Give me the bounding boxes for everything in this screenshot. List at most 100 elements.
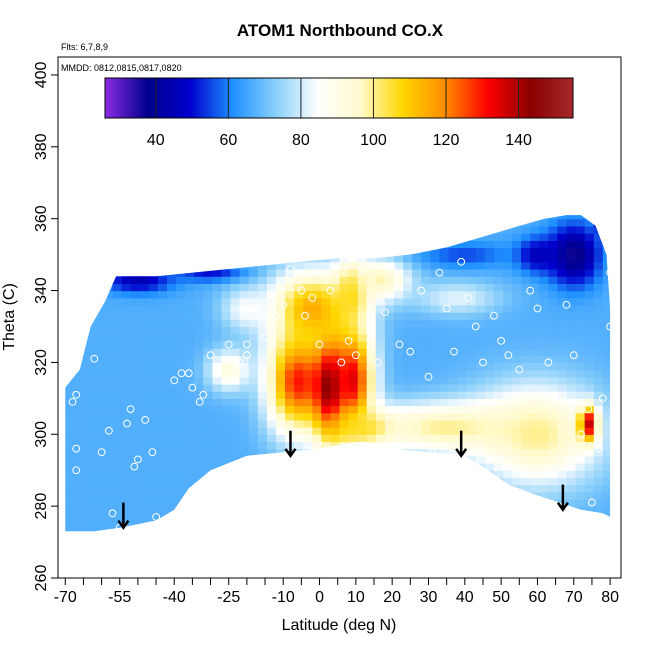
heatmap-cell <box>112 448 123 457</box>
sample-point <box>206 351 215 360</box>
heatmap-cell <box>403 369 413 378</box>
heatmap-cell <box>539 448 549 457</box>
heatmap-cell <box>185 297 195 306</box>
heatmap-cell <box>548 225 559 234</box>
heatmap-cell <box>103 333 114 342</box>
heatmap-cell <box>121 340 132 349</box>
heatmap-cell <box>103 463 114 471</box>
heatmap-cell <box>339 276 350 284</box>
heatmap-cell <box>366 412 377 421</box>
heatmap-cell <box>266 398 277 407</box>
heatmap-cell <box>85 376 95 385</box>
heatmap-cell <box>121 499 132 507</box>
sample-point <box>381 308 389 317</box>
heatmap-cell <box>139 362 150 371</box>
heatmap-cell <box>148 405 159 414</box>
heatmap-cell <box>321 391 331 399</box>
heatmap-cell <box>67 448 77 457</box>
heatmap-cell <box>466 434 477 443</box>
heatmap-cell <box>557 269 568 277</box>
heatmap-cell <box>503 225 513 234</box>
heatmap-cell <box>266 369 277 378</box>
heatmap-cell <box>493 427 504 435</box>
heatmap-cell <box>503 434 513 443</box>
heatmap-cell <box>148 304 159 313</box>
heatmap-cell <box>466 376 477 385</box>
heatmap-cell <box>539 455 549 464</box>
heatmap-cell <box>530 233 540 241</box>
heatmap-cell <box>275 427 286 435</box>
heatmap-cell <box>548 326 559 335</box>
heatmap-cell <box>167 304 177 313</box>
heatmap-cell <box>167 340 177 349</box>
heatmap-cell <box>257 448 268 457</box>
heatmap-cell <box>203 448 213 457</box>
heatmap-cell <box>103 419 114 428</box>
heatmap-cell <box>239 391 250 399</box>
heatmap-cell <box>493 362 504 371</box>
sample-point <box>148 448 157 457</box>
heatmap-cell <box>484 261 495 270</box>
heatmap-cell <box>230 405 241 414</box>
heatmap-cell <box>130 434 141 443</box>
heatmap-cell <box>566 276 577 284</box>
heatmap-cell <box>357 419 368 428</box>
heatmap-cell <box>548 470 559 478</box>
heatmap-cell <box>203 384 213 392</box>
heatmap-cell <box>357 283 368 292</box>
heatmap-cell <box>130 362 141 371</box>
sample-point <box>308 293 317 302</box>
heatmap-cell <box>330 340 341 349</box>
heatmap-cell <box>539 491 549 500</box>
heatmap-cell <box>584 441 595 450</box>
heatmap-cell <box>539 312 549 320</box>
heatmap-cell <box>266 355 277 363</box>
heatmap-cell <box>475 304 486 313</box>
heatmap-cell <box>512 448 522 457</box>
heatmap-cell <box>421 276 431 284</box>
heatmap-cell <box>94 391 104 399</box>
heatmap-cell <box>475 312 486 320</box>
heatmap-cell <box>176 369 186 378</box>
heatmap-cell <box>403 276 413 284</box>
heatmap-cell <box>430 348 440 356</box>
sample-point <box>297 286 306 295</box>
heatmap-cell <box>248 427 259 435</box>
heatmap-cell <box>539 261 549 270</box>
heatmap-cell <box>303 319 313 328</box>
heatmap-cell <box>85 340 95 349</box>
heatmap-cell <box>94 477 104 486</box>
heatmap-cell <box>230 319 241 328</box>
heatmap-cell <box>602 312 611 320</box>
heatmap-cell <box>475 355 486 363</box>
heatmap-cell <box>239 419 250 428</box>
heatmap-cell <box>584 283 595 292</box>
heatmap-cell <box>257 276 268 284</box>
heatmap-cell <box>530 463 540 471</box>
heatmap-cell <box>275 319 286 328</box>
heatmap-cell <box>121 333 132 342</box>
heatmap-cell <box>602 384 611 392</box>
heatmap-cell <box>584 470 595 478</box>
heatmap-cell <box>94 513 104 522</box>
heatmap-cell <box>557 254 568 263</box>
sample-point <box>199 390 208 399</box>
heatmap-cell <box>394 283 404 292</box>
heatmap-cell <box>103 434 114 443</box>
heatmap-cell <box>430 261 440 270</box>
heatmap-cell <box>103 376 114 385</box>
heatmap-cell <box>167 290 177 299</box>
heatmap-cell <box>176 326 186 335</box>
heatmap-cell <box>602 376 611 385</box>
heatmap-cell <box>221 391 232 399</box>
heatmap-cell <box>185 326 195 335</box>
heatmap-cell <box>521 412 531 421</box>
heatmap-cell <box>94 369 104 378</box>
heatmap-cell <box>294 405 304 414</box>
heatmap-cell <box>430 441 440 450</box>
heatmap-cell <box>439 405 450 414</box>
heatmap-cell <box>185 369 195 378</box>
heatmap-cell <box>366 290 377 299</box>
